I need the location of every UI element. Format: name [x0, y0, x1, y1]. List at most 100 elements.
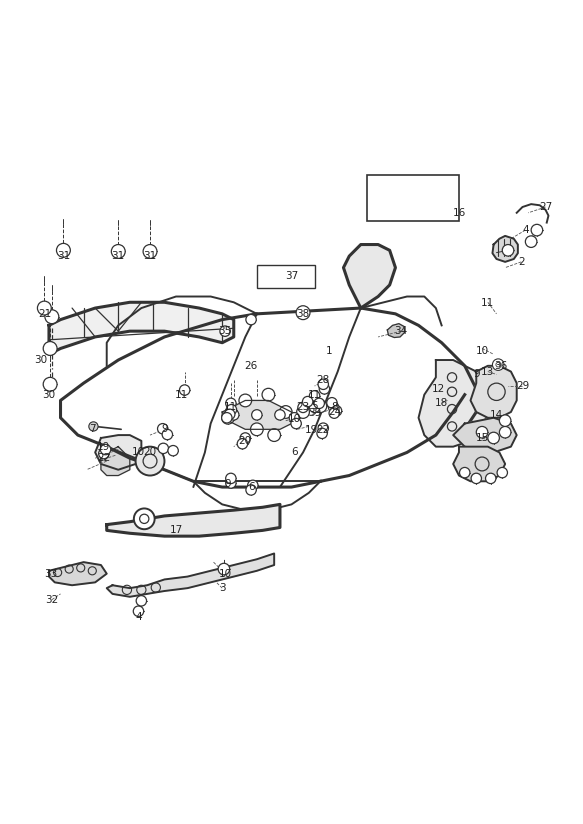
Text: 34: 34	[395, 326, 408, 336]
Circle shape	[531, 224, 543, 236]
Circle shape	[111, 245, 125, 259]
Circle shape	[134, 508, 154, 529]
Circle shape	[226, 478, 236, 489]
Text: 9: 9	[224, 480, 231, 489]
Text: 23: 23	[296, 402, 310, 412]
Text: 11: 11	[308, 390, 321, 400]
Text: 32: 32	[45, 595, 58, 605]
Circle shape	[248, 480, 258, 490]
Circle shape	[297, 405, 310, 419]
Circle shape	[252, 410, 262, 420]
Circle shape	[303, 396, 313, 407]
Text: 39: 39	[308, 408, 321, 418]
Circle shape	[291, 419, 301, 428]
Circle shape	[471, 473, 482, 484]
Circle shape	[296, 306, 310, 320]
Text: 33: 33	[44, 569, 57, 578]
Circle shape	[218, 564, 230, 575]
Circle shape	[168, 446, 178, 456]
Text: 29: 29	[516, 381, 529, 391]
Polygon shape	[470, 366, 517, 418]
Circle shape	[136, 447, 164, 475]
Circle shape	[222, 411, 234, 424]
Text: 15: 15	[475, 433, 489, 443]
Text: 19: 19	[97, 442, 110, 452]
Text: 9: 9	[473, 369, 480, 380]
Polygon shape	[101, 447, 130, 475]
Text: 10: 10	[476, 346, 489, 356]
Circle shape	[503, 245, 514, 256]
Circle shape	[298, 402, 308, 413]
Circle shape	[289, 413, 300, 423]
Circle shape	[251, 423, 263, 436]
Circle shape	[500, 427, 511, 438]
Polygon shape	[49, 562, 107, 585]
Circle shape	[43, 377, 57, 391]
Circle shape	[240, 433, 251, 443]
Text: 20: 20	[239, 436, 252, 446]
Text: 3: 3	[219, 583, 226, 593]
Circle shape	[246, 485, 257, 495]
Text: 17: 17	[170, 526, 182, 536]
Polygon shape	[222, 400, 292, 429]
Circle shape	[157, 424, 168, 434]
Text: 22: 22	[317, 425, 330, 435]
Text: 37: 37	[285, 271, 298, 281]
Bar	[257, 265, 315, 288]
Circle shape	[246, 315, 257, 325]
Text: 12: 12	[432, 384, 445, 394]
Text: 35: 35	[219, 326, 231, 336]
Circle shape	[43, 342, 57, 355]
Circle shape	[158, 443, 168, 453]
Circle shape	[319, 384, 329, 394]
Circle shape	[310, 402, 320, 413]
Text: 28: 28	[317, 375, 330, 386]
Text: 5: 5	[311, 401, 318, 411]
Circle shape	[275, 410, 285, 420]
Circle shape	[37, 301, 51, 315]
Text: 31: 31	[143, 251, 157, 261]
Text: 20: 20	[143, 447, 157, 457]
Text: 11: 11	[481, 298, 494, 308]
Text: 18: 18	[435, 398, 448, 409]
Text: 19: 19	[305, 425, 318, 435]
Text: 26: 26	[244, 361, 258, 371]
Circle shape	[318, 379, 328, 390]
Circle shape	[525, 236, 537, 247]
Circle shape	[237, 438, 248, 449]
Text: 11: 11	[224, 402, 237, 412]
Text: 16: 16	[452, 208, 466, 218]
Polygon shape	[493, 236, 518, 262]
Circle shape	[310, 391, 320, 401]
Circle shape	[331, 405, 342, 416]
Circle shape	[493, 359, 504, 371]
Text: 9: 9	[161, 424, 168, 434]
Text: 2: 2	[518, 257, 525, 267]
Polygon shape	[107, 504, 280, 536]
Circle shape	[459, 467, 470, 478]
Polygon shape	[107, 554, 274, 597]
Circle shape	[318, 423, 328, 433]
Text: 10: 10	[219, 569, 231, 578]
Text: 30: 30	[43, 390, 55, 400]
Circle shape	[239, 394, 252, 407]
Polygon shape	[343, 245, 395, 308]
Text: 30: 30	[34, 355, 47, 365]
Circle shape	[222, 413, 232, 423]
Text: 14: 14	[490, 410, 503, 420]
Polygon shape	[387, 324, 405, 338]
Circle shape	[134, 606, 143, 616]
Circle shape	[268, 428, 280, 442]
Text: 27: 27	[539, 202, 552, 212]
Text: 6: 6	[248, 482, 254, 492]
Circle shape	[220, 326, 230, 336]
Text: 31: 31	[57, 251, 70, 261]
Circle shape	[57, 243, 71, 257]
Text: 22: 22	[97, 453, 110, 463]
Circle shape	[226, 398, 236, 409]
Circle shape	[99, 448, 109, 459]
Circle shape	[497, 467, 507, 478]
Circle shape	[279, 405, 292, 419]
Circle shape	[328, 402, 339, 413]
Circle shape	[143, 245, 157, 259]
